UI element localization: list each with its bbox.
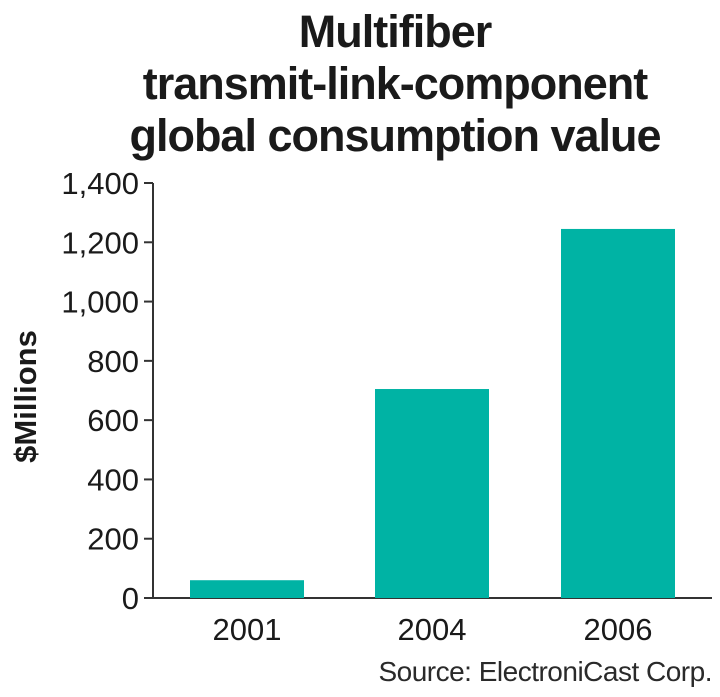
- bar-2006: [561, 228, 675, 599]
- chart-title: Multifiber transmit-link-component globa…: [0, 6, 720, 162]
- x-tick-label: 2006: [584, 612, 653, 647]
- y-axis-title: $Millions: [8, 330, 43, 463]
- y-tick-label: 200: [87, 522, 139, 557]
- y-tick-label: 1,200: [61, 225, 139, 260]
- y-tick-label: 400: [87, 462, 139, 497]
- y-tick-label: 600: [87, 403, 139, 438]
- y-tick-label: 1,000: [61, 285, 139, 320]
- y-tick-label: 0: [122, 581, 139, 616]
- chart-title-line-3: global consumption value: [129, 110, 661, 161]
- bar-2004: [375, 389, 489, 598]
- chart-title-line-2: transmit-link-component: [142, 58, 649, 109]
- bar-2001: [190, 580, 304, 598]
- chart-title-line-1: Multifiber: [298, 6, 492, 57]
- source-note: Source: ElectroniCast Corp.: [378, 656, 712, 687]
- x-tick-label: 2004: [398, 612, 467, 647]
- x-tick-label: 2001: [213, 612, 282, 647]
- y-tick-label: 1,400: [61, 166, 139, 201]
- y-tick-label: 800: [87, 344, 139, 379]
